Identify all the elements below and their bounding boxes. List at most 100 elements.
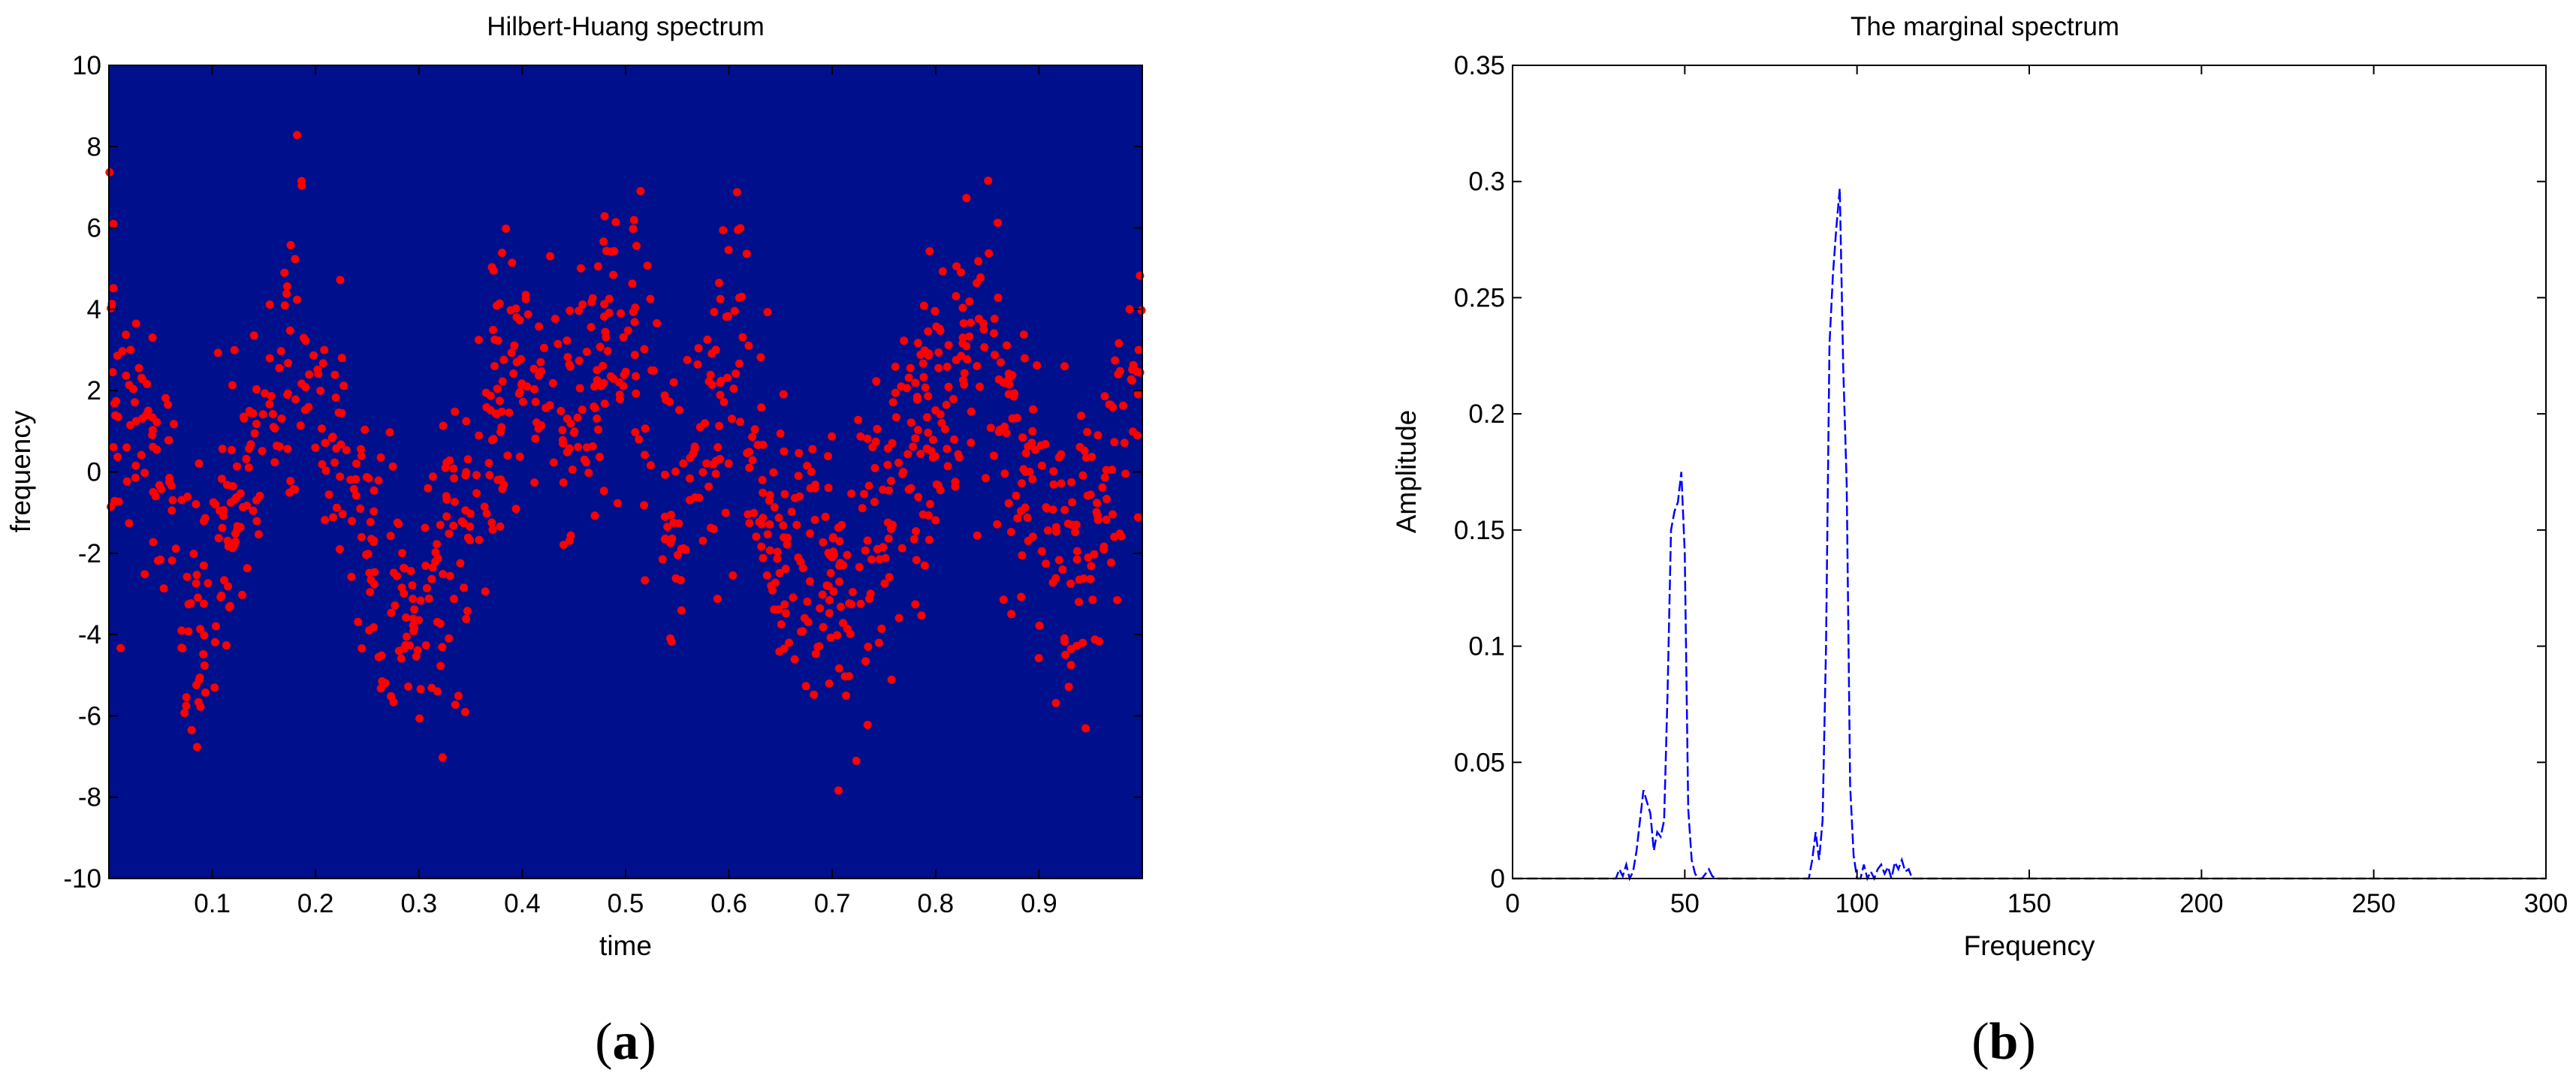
scatter-point	[354, 617, 363, 626]
scatter-point	[911, 434, 920, 443]
scatter-point	[834, 664, 843, 673]
scatter-point	[753, 441, 762, 449]
scatter-point	[449, 521, 458, 530]
scatter-point	[952, 291, 961, 300]
scatter-point	[599, 361, 608, 370]
scatter-point	[548, 378, 557, 387]
scatter-point	[872, 377, 881, 386]
scatter-point	[487, 518, 496, 527]
scatter-point	[632, 389, 641, 398]
scatter-point	[897, 544, 906, 553]
scatter-point	[228, 381, 237, 390]
scatter-point	[715, 279, 723, 288]
scatter-point	[860, 490, 869, 499]
scatter-point	[412, 652, 421, 661]
scatter-point	[828, 533, 837, 541]
scatter-point	[929, 436, 937, 445]
scatter-point	[824, 582, 833, 591]
scatter-point	[707, 349, 716, 358]
scatter-point	[422, 583, 431, 592]
scatter-point	[989, 451, 998, 460]
scatter-point	[801, 682, 810, 691]
scatter-point	[641, 576, 650, 585]
scatter-point	[704, 482, 713, 491]
scatter-point	[630, 318, 639, 327]
scatter-point	[339, 381, 348, 390]
scatter-point	[485, 471, 494, 480]
scatter-point	[481, 587, 490, 596]
scatter-point	[856, 599, 865, 608]
scatter-point	[811, 650, 820, 659]
scatter-point	[442, 495, 451, 504]
scatter-point	[1066, 661, 1075, 670]
scatter-point	[134, 363, 143, 372]
scatter-point	[1002, 341, 1011, 350]
scatter-point	[1134, 345, 1143, 354]
y-tick-label: 0.25	[1454, 283, 1505, 312]
scatter-point	[986, 423, 995, 433]
scatter-point	[1093, 511, 1102, 520]
scatter-point	[769, 468, 778, 477]
chart-a-axes: 0.1 0.2 0.3 0.4 0.5 0.6 0.7 0.8 0.9 -10 -8 -6 -4 -2 0 2…	[63, 51, 1142, 918]
scatter-point	[779, 521, 788, 530]
scatter-point	[863, 536, 872, 545]
scatter-point	[109, 284, 118, 293]
scatter-point	[960, 369, 969, 378]
scatter-point	[825, 679, 834, 688]
scatter-point	[916, 450, 925, 459]
scatter-point	[357, 644, 366, 653]
scatter-point	[767, 581, 776, 590]
scatter-point	[719, 398, 728, 406]
scatter-point	[994, 375, 1003, 384]
scatter-point	[646, 294, 655, 303]
scatter-point	[546, 252, 554, 261]
scatter-point	[713, 443, 722, 452]
y-tick-label: 0.05	[1454, 748, 1505, 777]
scatter-point	[660, 391, 669, 400]
scatter-point	[351, 491, 360, 500]
scatter-point	[490, 362, 499, 371]
scatter-point	[148, 413, 157, 422]
scatter-point	[709, 525, 718, 533]
scatter-point	[318, 359, 327, 368]
scatter-point	[167, 556, 176, 565]
scatter-point	[609, 374, 618, 383]
scatter-point	[734, 294, 744, 303]
scatter-point	[489, 266, 498, 275]
scatter-point	[246, 408, 255, 417]
scatter-point	[920, 561, 929, 570]
scatter-point	[530, 385, 538, 393]
scatter-point	[883, 444, 892, 453]
scatter-point	[397, 654, 406, 663]
scatter-point	[848, 588, 857, 596]
scatter-point	[917, 611, 926, 620]
y-tick-label: 10	[72, 51, 101, 80]
scatter-point	[329, 513, 337, 522]
scatter-point	[1100, 473, 1109, 482]
scatter-point	[1120, 439, 1129, 448]
scatter-point	[321, 439, 330, 448]
scatter-point	[1035, 621, 1044, 630]
scatter-point	[273, 442, 281, 451]
scatter-point	[958, 375, 967, 384]
scatter-point	[334, 408, 343, 417]
scatter-point	[137, 451, 146, 460]
scatter-point	[873, 424, 882, 433]
scatter-point	[252, 385, 261, 393]
scatter-point	[563, 336, 572, 345]
scatter-point	[445, 529, 454, 538]
scatter-point	[131, 473, 140, 482]
scatter-point	[224, 582, 232, 591]
scatter-point	[357, 451, 366, 460]
scatter-point	[1072, 547, 1081, 556]
scatter-point	[837, 520, 846, 529]
scatter-point	[1037, 547, 1046, 556]
scatter-point	[641, 424, 650, 433]
scatter-point	[327, 434, 336, 442]
scatter-point	[125, 519, 134, 528]
scatter-point	[1133, 431, 1142, 440]
scatter-point	[701, 419, 710, 428]
scatter-point	[199, 561, 208, 570]
scatter-point	[603, 347, 612, 356]
scatter-point	[1049, 480, 1058, 489]
